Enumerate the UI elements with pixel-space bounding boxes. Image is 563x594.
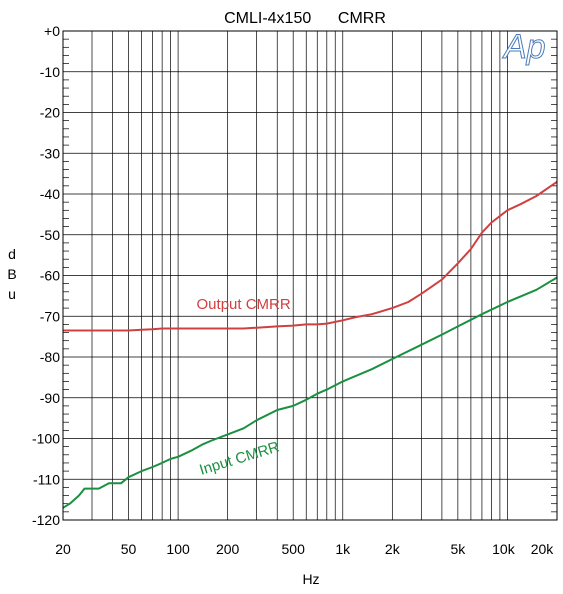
chart-title: CMLI-4x150 CMRR [224,10,386,27]
ap-logo-text: Ap [502,28,546,66]
y-tick-label: -70 [40,308,60,324]
y-tick-label: -60 [40,268,60,284]
y-axis-ticks: +0 -10 -20 -30 -40 -50 -60 -70 -80 -90 -100 -110 -12… [32,23,60,528]
x-tick-label: 5k [450,541,466,557]
y-tick-label: -40 [40,186,60,202]
x-tick-label: 50 [121,541,137,557]
y-tick-label: -20 [40,105,60,121]
plot-series [62,180,558,509]
x-tick-label: 100 [166,541,190,557]
series-line-output-cmrr [63,180,558,332]
y-tick-label: -50 [40,227,60,243]
plot-grid [62,30,558,521]
y-tick-label: -110 [33,471,60,487]
y-tick-label: -100 [32,431,60,447]
x-axis-ticks: 20 50 100 200 500 1k 2k 5k 10k 20k [55,541,554,557]
x-axis-label: Hz [302,571,319,587]
series-line-input-cmrr [62,276,558,509]
input-cmrr-label: Input CMRR [197,438,281,478]
y-axis-label-char: u [8,286,16,302]
y-axis-label-char: B [7,266,16,282]
x-tick-label: 20 [55,541,71,557]
y-tick-label: -80 [40,349,60,365]
ap-logo: Ap [502,28,547,67]
x-tick-label: 200 [216,541,240,557]
x-tick-label: 20k [531,541,555,557]
y-tick-label: -10 [40,64,60,80]
y-tick-label: -120 [32,512,60,528]
x-tick-label: 1k [335,541,351,557]
y-axis-label-char: d [8,246,16,262]
y-tick-label: -90 [40,390,60,406]
y-axis-label: dBu [7,246,16,302]
y-tick-label: +0 [44,23,60,39]
plot-frame [62,30,558,521]
x-tick-label: 500 [282,541,306,557]
y-tick-label: -30 [40,145,60,161]
x-tick-label: 2k [385,541,401,557]
output-cmrr-label: Output CMRR [197,296,291,313]
x-tick-label: 10k [492,541,516,557]
series-labels: Output CMRR Input CMRR [197,296,291,479]
